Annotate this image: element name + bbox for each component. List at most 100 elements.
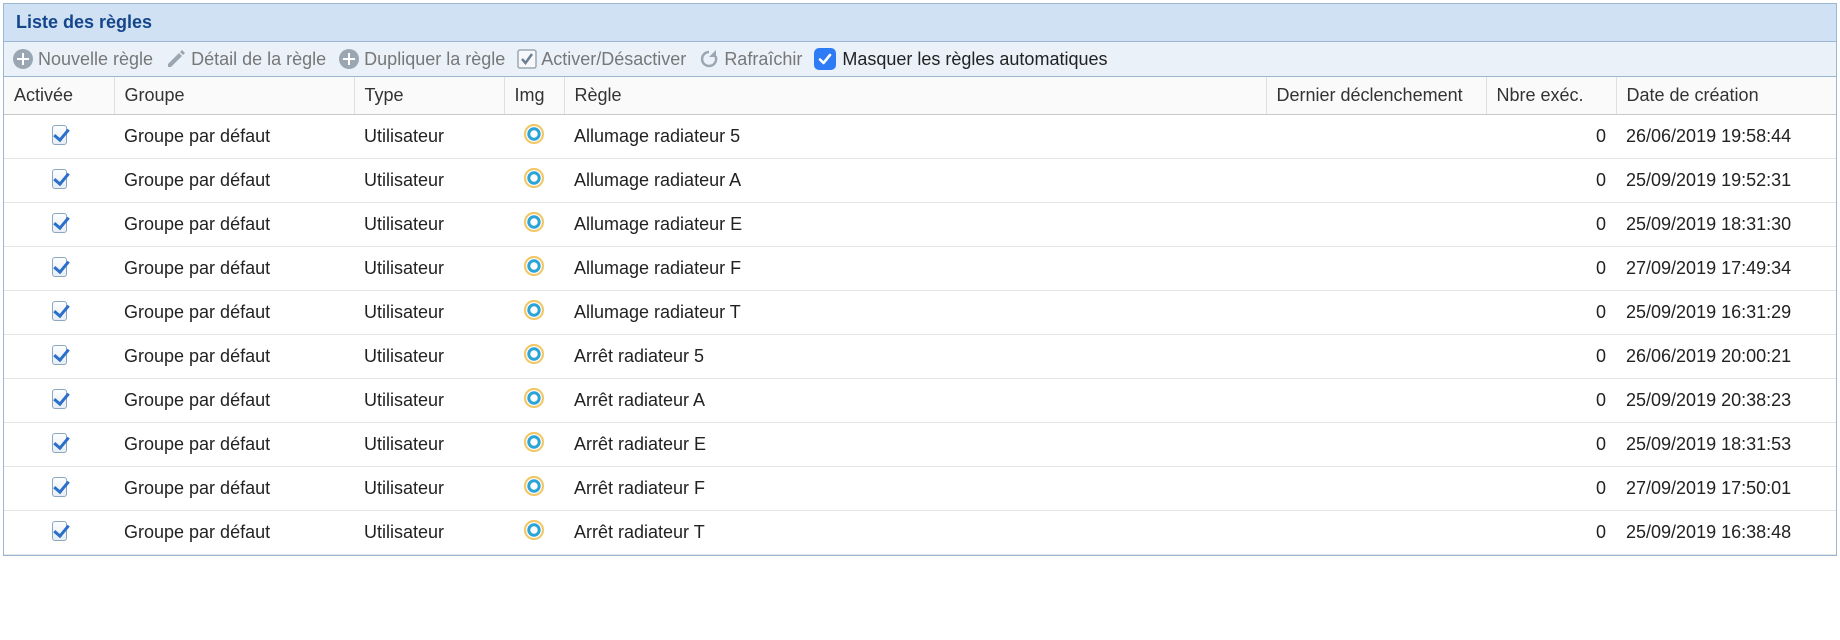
cell-activee xyxy=(4,467,114,511)
row-active-checkbox[interactable] xyxy=(52,433,67,453)
pencil-icon xyxy=(165,48,187,70)
cell-dernier xyxy=(1266,115,1486,159)
cell-date: 25/09/2019 19:52:31 xyxy=(1616,159,1836,203)
cell-img xyxy=(504,423,564,467)
duplicate-label: Dupliquer la règle xyxy=(364,49,505,70)
cell-type: Utilisateur xyxy=(354,159,504,203)
cell-groupe: Groupe par défaut xyxy=(114,379,354,423)
rule-ring-icon xyxy=(523,211,545,233)
cell-img xyxy=(504,291,564,335)
rule-ring-icon xyxy=(523,167,545,189)
col-header-groupe[interactable]: Groupe xyxy=(114,77,354,115)
cell-activee xyxy=(4,247,114,291)
table-row[interactable]: Groupe par défaut Utilisateur Allumage r… xyxy=(4,159,1836,203)
row-active-checkbox[interactable] xyxy=(52,169,67,189)
cell-exec: 0 xyxy=(1486,467,1616,511)
detail-button[interactable]: Détail de la règle xyxy=(165,48,326,70)
cell-activee xyxy=(4,423,114,467)
col-header-exec[interactable]: Nbre exéc. xyxy=(1486,77,1616,115)
cell-dernier xyxy=(1266,379,1486,423)
cell-activee xyxy=(4,203,114,247)
cell-regle: Arrêt radiateur T xyxy=(564,511,1266,555)
col-header-img[interactable]: Img xyxy=(504,77,564,115)
cell-img xyxy=(504,159,564,203)
rule-ring-icon xyxy=(523,299,545,321)
cell-date: 26/06/2019 19:58:44 xyxy=(1616,115,1836,159)
cell-dernier xyxy=(1266,423,1486,467)
cell-img xyxy=(504,203,564,247)
cell-type: Utilisateur xyxy=(354,247,504,291)
cell-regle: Allumage radiateur 5 xyxy=(564,115,1266,159)
row-active-checkbox[interactable] xyxy=(52,301,67,321)
cell-img xyxy=(504,379,564,423)
cell-img xyxy=(504,335,564,379)
row-active-checkbox[interactable] xyxy=(52,521,67,541)
cell-groupe: Groupe par défaut xyxy=(114,335,354,379)
rule-ring-icon xyxy=(523,123,545,145)
refresh-button[interactable]: Rafraîchir xyxy=(698,48,802,70)
col-header-regle[interactable]: Règle xyxy=(564,77,1266,115)
col-header-activee[interactable]: Activée xyxy=(4,77,114,115)
cell-type: Utilisateur xyxy=(354,511,504,555)
row-active-checkbox[interactable] xyxy=(52,477,67,497)
duplicate-button[interactable]: Dupliquer la règle xyxy=(338,48,505,70)
table-row[interactable]: Groupe par défaut Utilisateur Arrêt radi… xyxy=(4,335,1836,379)
table-row[interactable]: Groupe par défaut Utilisateur Arrêt radi… xyxy=(4,379,1836,423)
cell-groupe: Groupe par défaut xyxy=(114,203,354,247)
table-row[interactable]: Groupe par défaut Utilisateur Allumage r… xyxy=(4,247,1836,291)
table-row[interactable]: Groupe par défaut Utilisateur Arrêt radi… xyxy=(4,467,1836,511)
table-row[interactable]: Groupe par défaut Utilisateur Allumage r… xyxy=(4,291,1836,335)
cell-regle: Allumage radiateur T xyxy=(564,291,1266,335)
row-active-checkbox[interactable] xyxy=(52,389,67,409)
cell-exec: 0 xyxy=(1486,115,1616,159)
cell-exec: 0 xyxy=(1486,335,1616,379)
rule-ring-icon xyxy=(523,255,545,277)
cell-img xyxy=(504,115,564,159)
cell-type: Utilisateur xyxy=(354,467,504,511)
detail-label: Détail de la règle xyxy=(191,49,326,70)
cell-activee xyxy=(4,115,114,159)
cell-type: Utilisateur xyxy=(354,203,504,247)
cell-dernier xyxy=(1266,159,1486,203)
new-rule-label: Nouvelle règle xyxy=(38,49,153,70)
table-row[interactable]: Groupe par défaut Utilisateur Allumage r… xyxy=(4,203,1836,247)
row-active-checkbox[interactable] xyxy=(52,125,67,145)
cell-date: 25/09/2019 18:31:30 xyxy=(1616,203,1836,247)
cell-exec: 0 xyxy=(1486,511,1616,555)
cell-exec: 0 xyxy=(1486,423,1616,467)
rule-ring-icon xyxy=(523,475,545,497)
row-active-checkbox[interactable] xyxy=(52,257,67,277)
cell-dernier xyxy=(1266,335,1486,379)
cell-activee xyxy=(4,159,114,203)
cell-dernier xyxy=(1266,291,1486,335)
table-row[interactable]: Groupe par défaut Utilisateur Arrêt radi… xyxy=(4,511,1836,555)
cell-activee xyxy=(4,379,114,423)
toggle-label: Activer/Désactiver xyxy=(541,49,686,70)
rule-ring-icon xyxy=(523,387,545,409)
cell-type: Utilisateur xyxy=(354,379,504,423)
cell-dernier xyxy=(1266,203,1486,247)
toggle-button[interactable]: Activer/Désactiver xyxy=(517,49,686,70)
checkbox-icon xyxy=(517,49,537,69)
hide-auto-toggle[interactable]: Masquer les règles automatiques xyxy=(814,48,1107,70)
row-active-checkbox[interactable] xyxy=(52,345,67,365)
col-header-dernier[interactable]: Dernier déclenchement xyxy=(1266,77,1486,115)
table-row[interactable]: Groupe par défaut Utilisateur Arrêt radi… xyxy=(4,423,1836,467)
cell-activee xyxy=(4,511,114,555)
cell-regle: Arrêt radiateur E xyxy=(564,423,1266,467)
row-active-checkbox[interactable] xyxy=(52,213,67,233)
col-header-date[interactable]: Date de création xyxy=(1616,77,1836,115)
new-rule-button[interactable]: Nouvelle règle xyxy=(12,48,153,70)
cell-dernier xyxy=(1266,467,1486,511)
cell-groupe: Groupe par défaut xyxy=(114,247,354,291)
col-header-type[interactable]: Type xyxy=(354,77,504,115)
duplicate-plus-icon xyxy=(338,48,360,70)
cell-exec: 0 xyxy=(1486,159,1616,203)
rule-ring-icon xyxy=(523,431,545,453)
cell-date: 25/09/2019 16:31:29 xyxy=(1616,291,1836,335)
checked-box-icon xyxy=(814,48,836,70)
cell-groupe: Groupe par défaut xyxy=(114,115,354,159)
table-row[interactable]: Groupe par défaut Utilisateur Allumage r… xyxy=(4,115,1836,159)
cell-img xyxy=(504,511,564,555)
rules-table: Activée Groupe Type Img Règle Dernier dé… xyxy=(4,77,1836,555)
